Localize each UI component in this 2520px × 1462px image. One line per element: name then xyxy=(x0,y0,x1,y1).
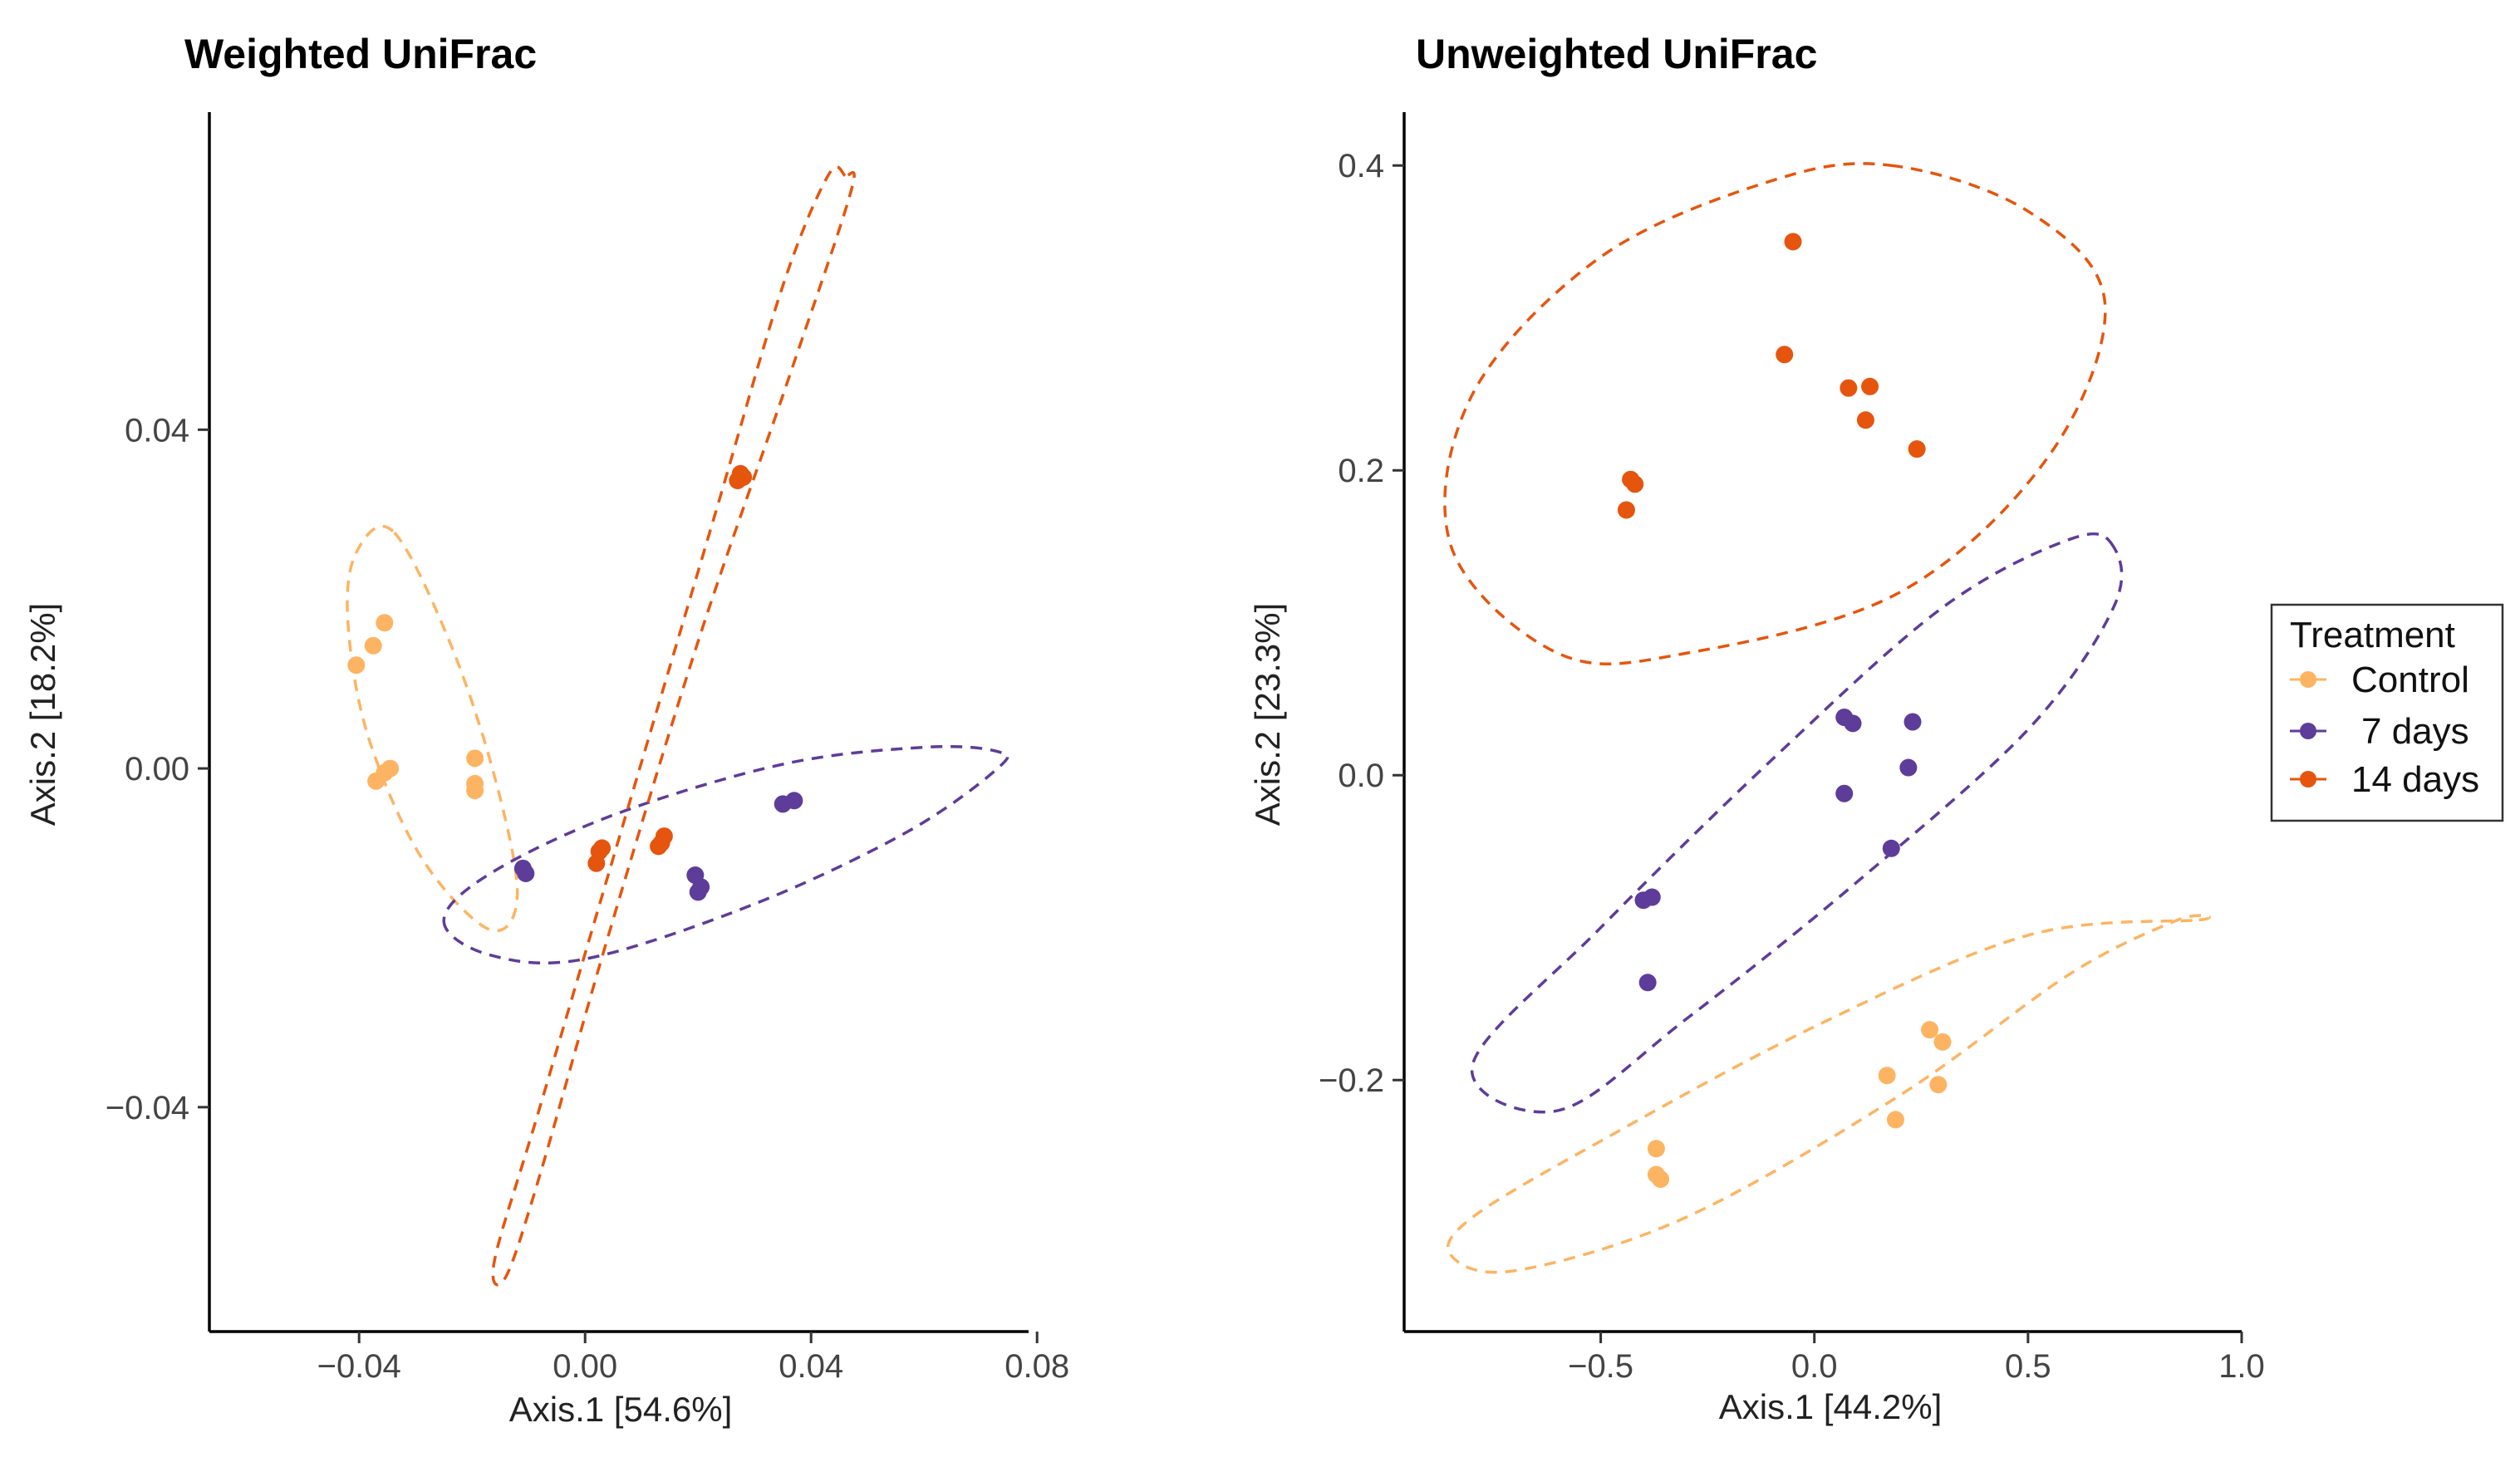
legend-title: Treatment xyxy=(2290,615,2455,655)
weighted-unifrac-ellipse-7-days xyxy=(442,744,1009,965)
weighted-unifrac-point-7-days xyxy=(689,883,707,901)
unweighted-unifrac-point-7-days xyxy=(1643,888,1661,906)
unweighted-unifrac-point-14-days xyxy=(1861,377,1879,395)
unweighted-unifrac-x-axis-label: Axis.1 [44.2%] xyxy=(1719,1387,1942,1426)
weighted-unifrac-x-tick-label: 0.04 xyxy=(779,1348,843,1385)
weighted-unifrac-point-control xyxy=(367,772,386,790)
weighted-unifrac-point-control xyxy=(364,636,382,655)
unweighted-unifrac-point-control xyxy=(1652,1170,1670,1188)
weighted-unifrac-x-axis-label: Axis.1 [54.6%] xyxy=(509,1390,732,1429)
legend-key-control-dot xyxy=(2300,671,2316,688)
unweighted-unifrac-y-axis-label: Axis.2 [23.3%] xyxy=(1248,603,1287,826)
weighted-unifrac-title: Weighted UniFrac xyxy=(184,31,537,77)
legend-label-14-days: 14 days xyxy=(2351,759,2479,800)
unweighted-unifrac-point-14-days xyxy=(1626,475,1644,493)
unweighted-unifrac-point-control xyxy=(1921,1021,1939,1039)
weighted-unifrac-y-tick-label: 0.04 xyxy=(125,412,189,449)
weighted-unifrac-point-control xyxy=(347,656,366,675)
unweighted-unifrac-point-control xyxy=(1878,1067,1896,1085)
weighted-unifrac-point-7-days xyxy=(517,864,535,882)
legend-item-control: Control xyxy=(2290,660,2469,700)
unweighted-unifrac-title: Unweighted UniFrac xyxy=(1416,31,1817,77)
legend-item-7-days: 7 days xyxy=(2290,711,2469,752)
legend-label-control: Control xyxy=(2351,660,2469,700)
weighted-unifrac-x-tick-label: −0.04 xyxy=(317,1348,401,1385)
legend-item-14-days: 14 days xyxy=(2290,759,2479,800)
unweighted-unifrac-point-control xyxy=(1929,1076,1948,1094)
unweighted-unifrac-point-14-days xyxy=(1856,411,1874,429)
unweighted-unifrac-point-control xyxy=(1647,1140,1665,1158)
weighted-unifrac-point-control xyxy=(466,749,484,768)
unweighted-unifrac-point-control xyxy=(1886,1111,1904,1129)
unweighted-unifrac-point-7-days xyxy=(1904,713,1922,731)
unweighted-unifrac-point-7-days xyxy=(1899,758,1918,777)
unweighted-unifrac-x-tick-label: 0.0 xyxy=(1791,1348,1838,1385)
weighted-unifrac-point-7-days xyxy=(785,792,803,810)
weighted-unifrac-point-control xyxy=(466,782,484,800)
unweighted-unifrac-ellipse-control xyxy=(1447,914,2211,1274)
unweighted-unifrac-y-tick-label: 0.2 xyxy=(1338,453,1384,489)
weighted-unifrac-x-tick-label: 0.00 xyxy=(553,1348,617,1385)
unweighted-unifrac-y-tick-label: 0.4 xyxy=(1338,148,1384,184)
unweighted-unifrac-point-14-days xyxy=(1617,501,1635,519)
unweighted-unifrac-x-tick-label: 0.5 xyxy=(2005,1348,2051,1385)
weighted-unifrac-point-14-days xyxy=(729,471,747,489)
weighted-unifrac-x-tick-label: 0.08 xyxy=(1005,1348,1069,1385)
weighted-unifrac-y-tick-label: −0.04 xyxy=(106,1090,189,1126)
unweighted-unifrac-point-control xyxy=(1933,1033,1952,1051)
weighted-unifrac-ellipse-control xyxy=(346,524,519,933)
unweighted-unifrac-x-tick-label: −0.5 xyxy=(1568,1348,1633,1385)
unweighted-unifrac-y-tick-label: 0.0 xyxy=(1338,758,1384,794)
unweighted-unifrac-ellipse-14-days xyxy=(1443,162,2107,665)
unweighted-unifrac-point-14-days xyxy=(1776,346,1794,364)
unweighted-unifrac-x-tick-label: 1.0 xyxy=(2218,1348,2265,1385)
weighted-unifrac-panel: Weighted UniFrac Axis.1 [54.6%] Axis.2 [… xyxy=(23,31,1069,1429)
unweighted-unifrac-point-14-days xyxy=(1784,233,1802,251)
weighted-unifrac-point-14-days xyxy=(587,854,606,872)
legend-key-7-days-dot xyxy=(2300,723,2316,739)
legend: Treatment Control 7 days 14 days xyxy=(2270,603,2504,822)
unweighted-unifrac-point-14-days xyxy=(1840,379,1858,397)
unweighted-unifrac-y-tick-label: −0.2 xyxy=(1319,1062,1384,1099)
unweighted-unifrac-point-7-days xyxy=(1844,714,1862,733)
weighted-unifrac-point-14-days xyxy=(650,837,668,856)
legend-key-14-days-dot xyxy=(2300,771,2316,787)
unweighted-unifrac-panel: Unweighted UniFrac Axis.1 [44.2%] Axis.2… xyxy=(1248,31,2265,1426)
unweighted-unifrac-point-14-days xyxy=(1908,440,1926,459)
unweighted-unifrac-point-7-days xyxy=(1882,839,1900,857)
unweighted-unifrac-point-7-days xyxy=(1835,784,1854,802)
weighted-unifrac-point-control xyxy=(376,614,394,632)
weighted-unifrac-y-tick-label: 0.00 xyxy=(125,751,189,787)
weighted-unifrac-y-axis-label: Axis.2 [18.2%] xyxy=(23,603,62,826)
unweighted-unifrac-point-7-days xyxy=(1638,974,1657,992)
unweighted-unifrac-ellipse-7-days xyxy=(1470,532,2124,1114)
legend-label-7-days: 7 days xyxy=(2361,711,2469,752)
